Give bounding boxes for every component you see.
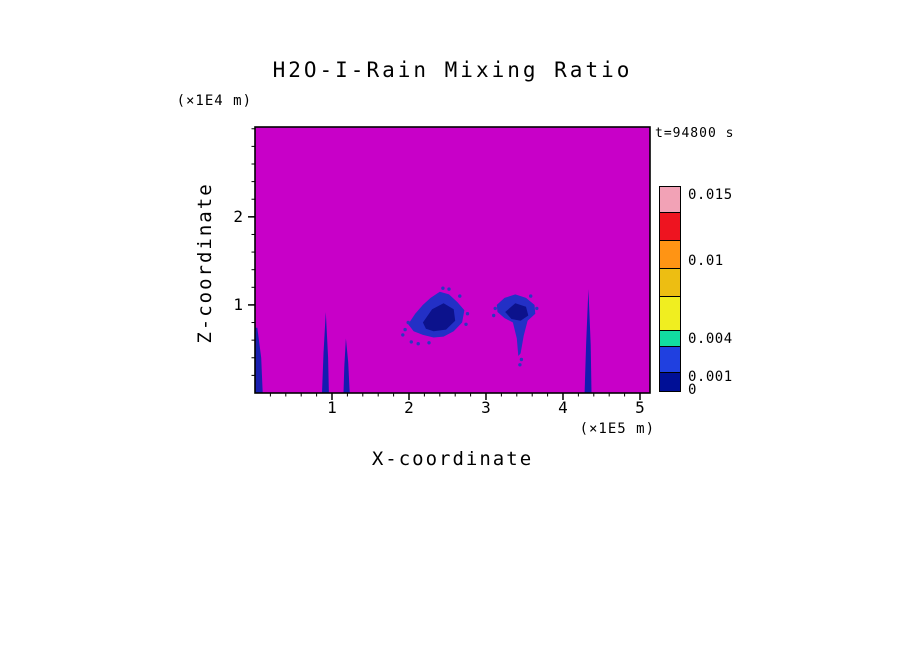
speckle-dot xyxy=(535,306,539,311)
z-axis-units-label: (×1E4 m) xyxy=(176,93,252,109)
feature-shaft-west-2 xyxy=(343,338,350,393)
x-axis-units-label: (×1E5 m) xyxy=(579,421,655,437)
colorbar-segment xyxy=(660,347,680,373)
colorbar-segment xyxy=(660,331,680,347)
speckle-dot xyxy=(447,287,451,291)
speckle-dot xyxy=(406,320,410,325)
colorbar-segment xyxy=(660,187,680,213)
colorbar-segment xyxy=(660,373,680,391)
x-tick-label: 2 xyxy=(404,398,414,417)
speckle-dot xyxy=(458,294,462,298)
colorbar-label: 0.001 xyxy=(688,369,733,385)
x-tick-label: 3 xyxy=(481,398,491,417)
colorbar-label: 0 xyxy=(688,382,697,398)
chart-title: H2O-I-Rain Mixing Ratio xyxy=(272,58,633,82)
speckle-dot xyxy=(519,357,524,362)
x-tick-label: 1 xyxy=(327,398,337,417)
feature-left-edge-shaft xyxy=(255,327,263,393)
plot-background xyxy=(255,127,650,393)
colorbar-segment xyxy=(660,213,680,241)
speckle-dot xyxy=(465,312,470,316)
x-tick-label: 4 xyxy=(558,398,568,417)
z-tick-label: 2 xyxy=(233,206,243,226)
speckle-dot xyxy=(493,306,497,311)
colorbar-label: 0.004 xyxy=(688,331,733,347)
speckle-dot xyxy=(401,333,405,337)
colorbar-segment xyxy=(660,297,680,331)
speckle-dot xyxy=(427,341,431,345)
x-axis-title: X-coordinate xyxy=(371,448,534,470)
speckle-dot xyxy=(441,286,445,290)
speckle-dot xyxy=(464,322,468,326)
feature-shaft-east xyxy=(584,289,592,393)
z-axis-title: Z-coordinate xyxy=(194,182,216,344)
plot-area xyxy=(248,126,651,400)
colorbar xyxy=(659,186,681,392)
time-label: t=94800 s xyxy=(655,126,735,141)
colorbar-segment xyxy=(660,241,680,269)
speckle-dot xyxy=(492,313,496,318)
colorbar-segment xyxy=(660,269,680,297)
feature-rain-blob-east-core xyxy=(505,303,529,321)
feature-shaft-west xyxy=(322,312,329,393)
speckle-dot xyxy=(409,340,413,344)
feature-rain-blob-west-core xyxy=(422,303,456,332)
z-tick-label: 1 xyxy=(233,294,243,314)
colorbar-label: 0.015 xyxy=(688,187,733,203)
speckle-dot xyxy=(529,294,533,298)
speckle-dot xyxy=(403,327,407,332)
plot-frame xyxy=(254,126,651,394)
speckle-dot xyxy=(416,342,420,346)
speckle-dot xyxy=(518,363,522,367)
x-tick-label: 5 xyxy=(635,398,645,417)
colorbar-label: 0.01 xyxy=(688,253,724,269)
